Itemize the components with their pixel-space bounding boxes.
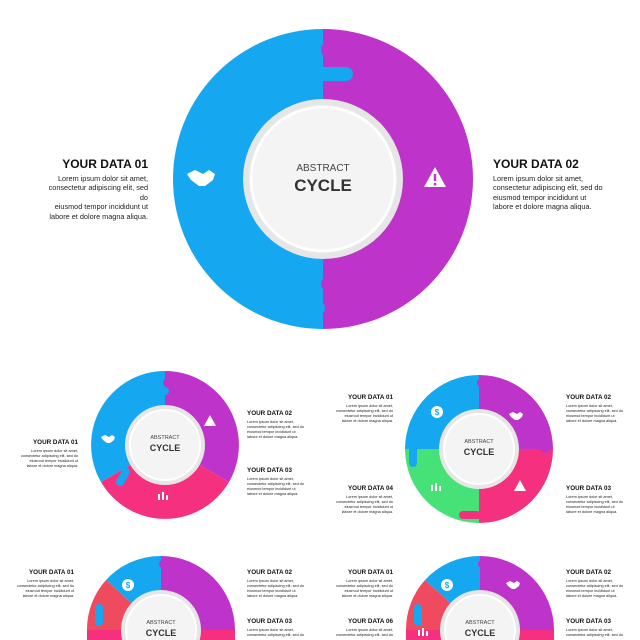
label-data-03-four: YOUR DATA 03 Lorem ipsum dolor sit amet,… [566,485,623,514]
center-line2: CYCLE [464,447,495,457]
center-line2: CYCLE [146,628,177,638]
drip [409,445,417,467]
hub [129,409,201,481]
drip-blue-bottom [281,301,325,315]
handshake-icon [506,581,520,589]
drip [414,604,422,626]
handshake-icon [509,412,523,420]
label-description: Lorem ipsum dolor sit amet, consectetur … [493,174,603,212]
drip [459,511,481,519]
money-bag-icon: $ [431,406,443,418]
label-data-06-six: YOUR DATA 06 Lorem ipsum dolor sit amet,… [336,618,393,637]
drip-purple-bottom [321,277,361,291]
svg-text:$: $ [435,408,440,417]
center-line2: CYCLE [465,628,496,638]
hub [444,594,516,640]
label-data-03-three: YOUR DATA 03 Lorem ipsum dolor sit amet,… [247,467,304,496]
handshake-icon [187,170,215,186]
cycle-diagram-four-step: ABSTRACT CYCLE $ [405,375,553,523]
chart-icon [431,483,441,491]
money-bag-icon: $ [122,579,134,591]
label-data-02-four: YOUR DATA 02 Lorem ipsum dolor sit amet,… [566,394,623,423]
center-line1: ABSTRACT [465,620,495,626]
center-line2: CYCLE [294,176,352,195]
cycle-diagram-six-step: ABSTRACT CYCLE $ [405,555,554,640]
label-data-01-five: YOUR DATA 01 Lorem ipsum dolor sit amet,… [17,569,74,598]
label-data-02-six: YOUR DATA 02 Lorem ipsum dolor sit amet,… [566,569,623,598]
label-title: YOUR DATA 02 [493,157,579,171]
label-data-03-six: YOUR DATA 03 Lorem ipsum dolor sit amet,… [566,618,623,637]
label-data-01-four: YOUR DATA 01 Lorem ipsum dolor sit amet,… [336,394,393,423]
drip [200,467,214,487]
warning-icon [204,415,216,426]
cycle-diagram-five-step: ABSTRACT CYCLE $ [86,555,235,640]
cycle-diagram-three-step: ABSTRACT CYCLE [91,371,239,519]
center-line1: ABSTRACT [150,435,180,441]
drip [163,379,185,387]
center-line1: ABSTRACT [296,163,349,174]
warning-icon [514,480,526,491]
center-line1: ABSTRACT [146,620,176,626]
label-data-01-six: YOUR DATA 01 Lorem ipsum dolor sit amet,… [336,569,393,598]
drip [95,604,103,626]
drip [159,560,181,568]
center-line2: CYCLE [150,443,181,453]
center-line1: ABSTRACT [464,439,494,445]
label-data-01-three: YOUR DATA 01 Lorem ipsum dolor sit amet,… [21,439,78,468]
label-data-03-five: YOUR DATA 03 Lorem ipsum dolor sit amet,… [247,618,304,637]
label-data-04-four: YOUR DATA 04 Lorem ipsum dolor sit amet,… [336,485,393,514]
drip [477,379,499,387]
svg-text:$: $ [445,581,450,590]
label-data-02-main: YOUR DATA 02 Lorem ipsum dolor sit amet,… [493,157,603,212]
drip [478,560,500,568]
money-bag-icon: $ [441,579,453,591]
drip [116,467,130,487]
label-description: Lorem ipsum dolor sit amet, consectetur … [48,174,148,221]
label-data-02-five: YOUR DATA 02 Lorem ipsum dolor sit amet,… [247,569,304,598]
hub [125,594,197,640]
label-title: YOUR DATA 01 [62,157,148,171]
drip [541,431,549,453]
drip-purple-top [321,43,363,57]
warning-icon [424,167,446,187]
handshake-icon [101,435,115,443]
hub [443,413,515,485]
cycle-diagram-main: ABSTRACT CYCLE [173,29,473,329]
label-data-01-main: YOUR DATA 01 Lorem ipsum dolor sit amet,… [40,157,148,221]
hub [249,105,397,253]
label-data-02-three: YOUR DATA 02 Lorem ipsum dolor sit amet,… [247,410,304,439]
chart-icon [418,628,428,636]
drip-blue-top [283,67,353,81]
svg-text:$: $ [126,581,131,590]
chart-icon [158,492,168,500]
drip [143,387,169,395]
